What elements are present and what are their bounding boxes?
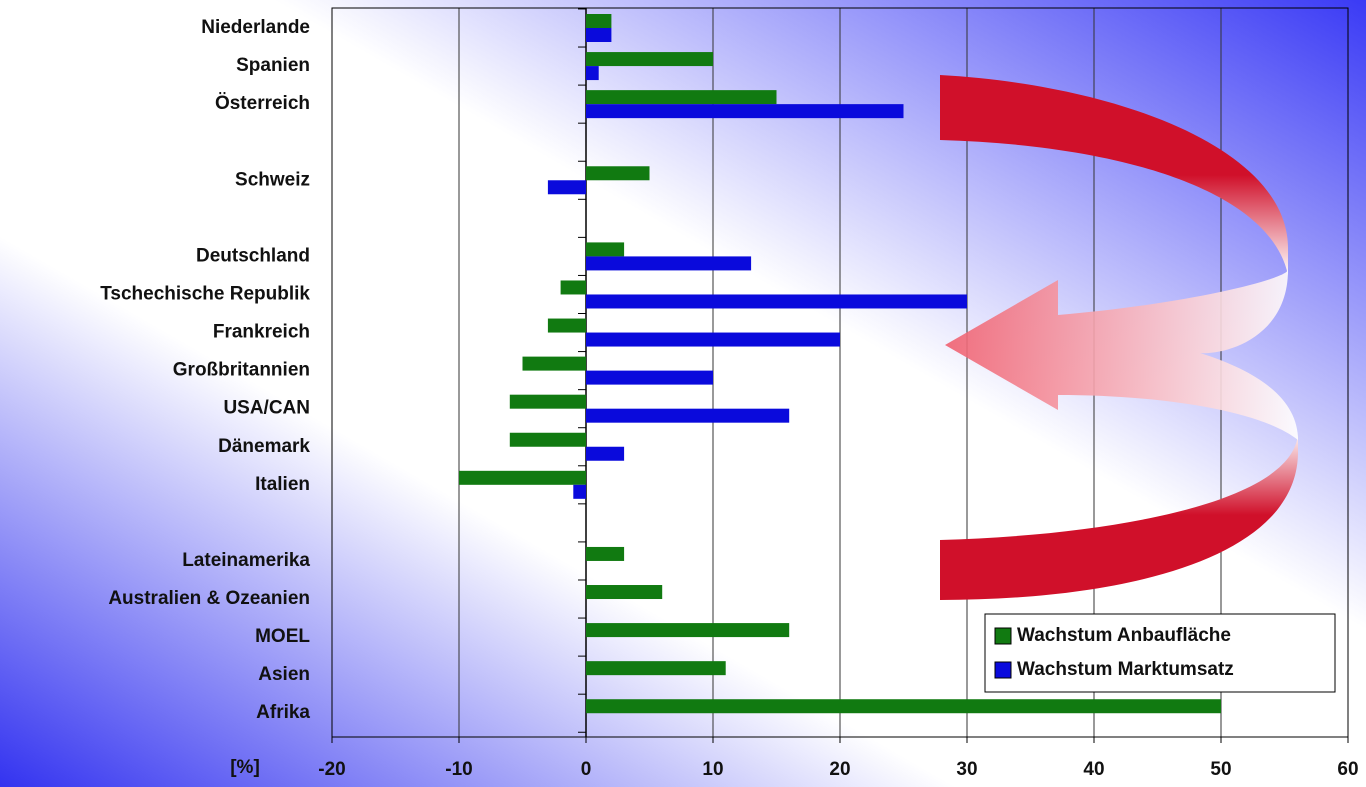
bar	[586, 699, 1221, 714]
bar	[560, 280, 586, 295]
y-tick-label: USA/CAN	[223, 398, 310, 419]
x-axis-label: [%]	[230, 757, 260, 778]
bar	[586, 294, 967, 309]
x-tick-label: 50	[1210, 759, 1231, 780]
y-tick-label: Schweiz	[235, 169, 310, 190]
bar	[509, 432, 586, 447]
legend-label: Wachstum Anbaufläche	[1017, 625, 1231, 646]
y-tick-label: Asien	[258, 664, 310, 685]
bar	[586, 52, 713, 67]
y-tick-label: Tschechische Republik	[100, 283, 310, 304]
bar	[586, 370, 713, 385]
x-tick-label: 40	[1083, 759, 1104, 780]
bar	[573, 484, 586, 499]
bar	[586, 242, 625, 257]
y-tick-label: Großbritannien	[173, 360, 310, 381]
bar	[586, 90, 777, 105]
y-tick-label: Frankreich	[213, 322, 310, 343]
bar	[586, 166, 650, 181]
legend-swatch	[994, 661, 1012, 679]
x-tick-label: 0	[581, 759, 592, 780]
y-tick-label: Deutschland	[196, 245, 310, 266]
x-tick-label: 60	[1337, 759, 1358, 780]
bar	[586, 256, 752, 271]
x-tick-label: -20	[318, 759, 345, 780]
y-tick-label: Australien & Ozeanien	[108, 588, 310, 609]
x-tick-label: 10	[702, 759, 723, 780]
y-tick-label: Afrika	[256, 702, 310, 723]
bar	[586, 623, 790, 638]
y-tick-label: Österreich	[215, 93, 310, 114]
y-tick-label: Niederlande	[201, 17, 310, 38]
bar	[586, 14, 612, 28]
arrow-band-top	[940, 75, 1289, 275]
bar	[586, 66, 599, 81]
x-tick-label: -10	[445, 759, 472, 780]
x-tick-label: 20	[829, 759, 850, 780]
bar	[522, 356, 586, 371]
bar	[586, 661, 726, 676]
legend-box	[984, 613, 1336, 693]
legend: Wachstum Anbaufläche Wachstum Marktumsatz	[984, 613, 1336, 693]
legend-swatch	[994, 627, 1012, 645]
bar	[586, 585, 663, 600]
bar	[547, 180, 586, 195]
y-tick-label: Spanien	[236, 55, 310, 76]
bar	[459, 470, 586, 485]
bar	[586, 332, 840, 347]
arrow-head	[945, 270, 1298, 440]
bar	[586, 446, 625, 461]
decor-arrow	[940, 75, 1299, 600]
y-tick-label: Lateinamerika	[182, 550, 310, 571]
arrow-band-bottom	[940, 430, 1299, 600]
bar	[547, 318, 586, 333]
plot-border	[331, 7, 1349, 738]
y-tick-label: Dänemark	[218, 436, 310, 457]
bar	[586, 104, 904, 119]
bar	[586, 408, 790, 423]
y-tick-label: Italien	[255, 474, 310, 495]
bar	[586, 546, 625, 561]
bar	[586, 28, 612, 42]
x-tick-label: 30	[956, 759, 977, 780]
bar	[509, 394, 586, 409]
y-tick-label: MOEL	[255, 626, 310, 647]
legend-label: Wachstum Marktumsatz	[1017, 659, 1234, 680]
